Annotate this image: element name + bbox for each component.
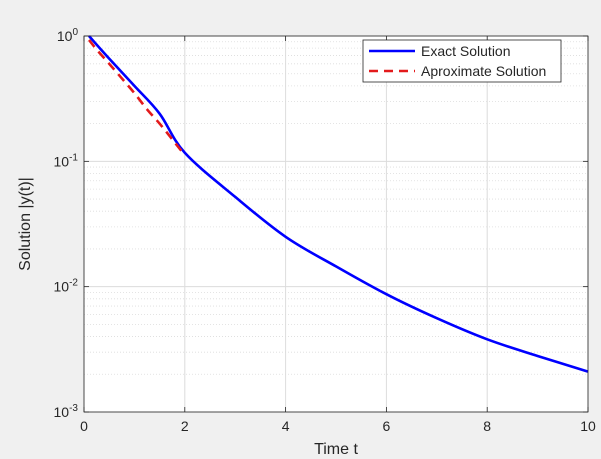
x-tick-label: 0 xyxy=(80,418,88,434)
series-lines xyxy=(88,35,589,373)
x-tick-label: 4 xyxy=(282,418,290,434)
x-axis-label: Time t xyxy=(314,441,358,458)
y-tick-label: 10-3 xyxy=(54,403,79,420)
y-tick-label: 10-1 xyxy=(54,152,79,169)
legend-box xyxy=(362,39,562,83)
legend-label-exact: Exact Solution xyxy=(421,43,511,59)
series-line-exact xyxy=(88,35,589,373)
x-tick-label: 6 xyxy=(383,418,391,434)
x-tick-label: 10 xyxy=(580,418,596,434)
series-line-approx xyxy=(88,39,186,156)
axis-ticks: 0 2 4 6 8 10 100 10-1 10-2 10-3 xyxy=(54,27,596,434)
y-tick-label: 100 xyxy=(57,27,79,44)
legend: Exact Solution Aproximate Solution xyxy=(362,39,562,83)
plot-frame xyxy=(83,35,589,413)
y-axis-label: Solution |y(t)| xyxy=(17,177,34,271)
y-tick-label: 10-2 xyxy=(54,278,79,295)
legend-label-approx: Aproximate Solution xyxy=(421,63,546,79)
x-tick-label: 2 xyxy=(181,418,189,434)
plot-area xyxy=(84,36,588,412)
x-tick-label: 8 xyxy=(483,418,491,434)
